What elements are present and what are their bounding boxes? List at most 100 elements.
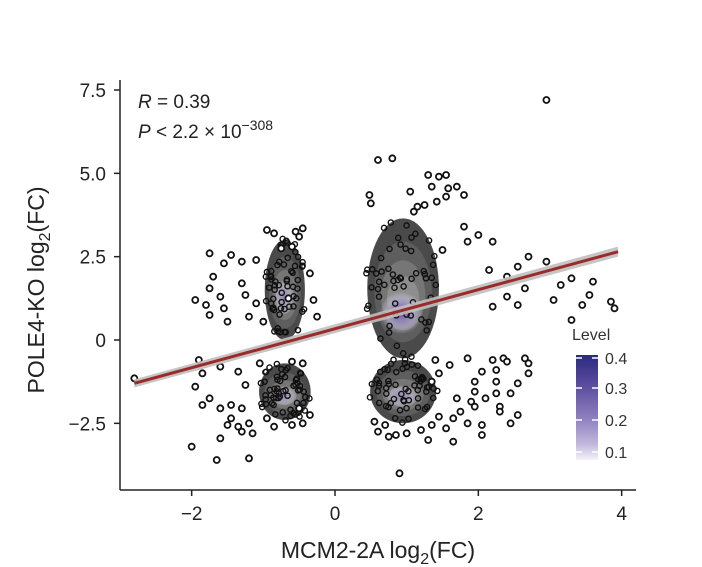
cluster-point xyxy=(405,387,412,395)
cluster-point xyxy=(283,239,291,246)
data-point xyxy=(216,292,225,301)
cluster-point xyxy=(306,395,313,402)
cluster-point xyxy=(377,335,384,342)
y-tick-label: 7.5 xyxy=(80,81,106,102)
data-point xyxy=(205,249,214,258)
cluster-point xyxy=(414,404,422,411)
data-point xyxy=(216,434,225,443)
data-point xyxy=(384,432,393,441)
data-point xyxy=(277,244,286,253)
data-point xyxy=(513,301,522,309)
data-point xyxy=(567,274,576,283)
cluster-point xyxy=(399,365,406,373)
cluster-point xyxy=(275,281,283,289)
data-point xyxy=(432,197,441,206)
cluster-point xyxy=(272,411,279,418)
cluster-point xyxy=(278,365,285,373)
cluster-point xyxy=(368,284,375,291)
data-point xyxy=(424,436,433,444)
cluster-point xyxy=(393,342,401,350)
data-point xyxy=(578,301,587,309)
cluster-point xyxy=(372,270,380,277)
data-point xyxy=(370,417,379,426)
data-point xyxy=(513,411,522,419)
cluster-point xyxy=(292,248,299,256)
cluster-point xyxy=(271,282,279,289)
cluster-point xyxy=(294,253,302,261)
p-annotation: P < 2.2 × 10−308 xyxy=(138,117,273,143)
cluster-point xyxy=(385,329,393,336)
cluster-point xyxy=(397,241,404,248)
cluster-point xyxy=(280,261,288,268)
data-point xyxy=(567,316,576,324)
data-point xyxy=(549,296,558,304)
x-tick-label: −2 xyxy=(181,504,203,525)
data-point xyxy=(542,257,551,266)
cluster-point xyxy=(389,271,397,278)
cluster-point xyxy=(384,366,391,374)
data-point xyxy=(245,454,253,463)
legend-tick-label: 0.4 xyxy=(605,351,627,368)
cluster-point xyxy=(418,316,425,323)
x-tick-label: 0 xyxy=(330,504,341,525)
cluster-point xyxy=(281,373,289,381)
cluster-point xyxy=(403,404,410,412)
x-ticks: −2 0 2 4 xyxy=(181,490,627,525)
data-point xyxy=(191,296,200,304)
data-point xyxy=(284,294,293,303)
data-point xyxy=(445,361,454,369)
data-point xyxy=(460,191,468,199)
cluster-point xyxy=(265,284,273,291)
cluster-point xyxy=(412,269,420,277)
x-axis-title: MCM2-2A log2(FC) xyxy=(281,537,475,567)
data-point xyxy=(252,256,261,264)
data-point xyxy=(388,154,397,163)
data-point xyxy=(492,389,501,398)
data-point xyxy=(460,222,468,231)
cluster-point xyxy=(266,386,274,394)
data-point xyxy=(488,356,497,364)
data-point xyxy=(444,184,453,193)
cluster-point xyxy=(392,381,399,389)
cluster-point xyxy=(425,237,433,244)
cluster-point xyxy=(392,368,400,376)
data-point xyxy=(187,442,196,451)
legend-tick-label: 0.1 xyxy=(605,445,627,462)
cluster-point xyxy=(407,247,415,255)
data-point xyxy=(227,414,235,423)
cluster-point xyxy=(363,305,371,313)
data-point xyxy=(237,404,246,413)
legend-tick-label: 0.3 xyxy=(605,381,627,398)
cluster-point xyxy=(378,268,385,275)
cluster-point xyxy=(290,303,297,310)
data-point xyxy=(392,431,400,439)
data-point xyxy=(481,394,490,403)
data-point xyxy=(478,367,486,376)
data-point xyxy=(198,401,207,409)
data-point xyxy=(492,377,501,386)
cluster-point xyxy=(375,278,383,286)
cluster-point xyxy=(390,356,397,364)
cluster-point xyxy=(294,387,302,394)
data-point xyxy=(506,419,515,428)
legend-ticks: 0.4 0.3 0.2 0.1 xyxy=(576,351,627,462)
density-legend: Level 0.4 0.3 0.2 0.1 xyxy=(572,327,627,462)
cluster-point xyxy=(284,282,291,290)
data-point xyxy=(220,259,228,268)
cluster-point xyxy=(262,297,270,305)
data-point xyxy=(442,192,450,201)
regression-layer xyxy=(133,246,619,388)
data-point xyxy=(463,354,472,363)
data-point xyxy=(366,199,375,208)
cluster-point xyxy=(414,362,422,369)
cluster-point xyxy=(414,395,422,402)
r-annotation: R = 0.39 xyxy=(138,92,210,113)
cluster-point xyxy=(273,360,281,368)
data-point xyxy=(237,279,246,288)
legend-tick-label: 0.2 xyxy=(605,413,627,430)
cluster-point xyxy=(385,403,392,411)
data-point xyxy=(395,469,404,478)
data-point xyxy=(295,404,304,413)
